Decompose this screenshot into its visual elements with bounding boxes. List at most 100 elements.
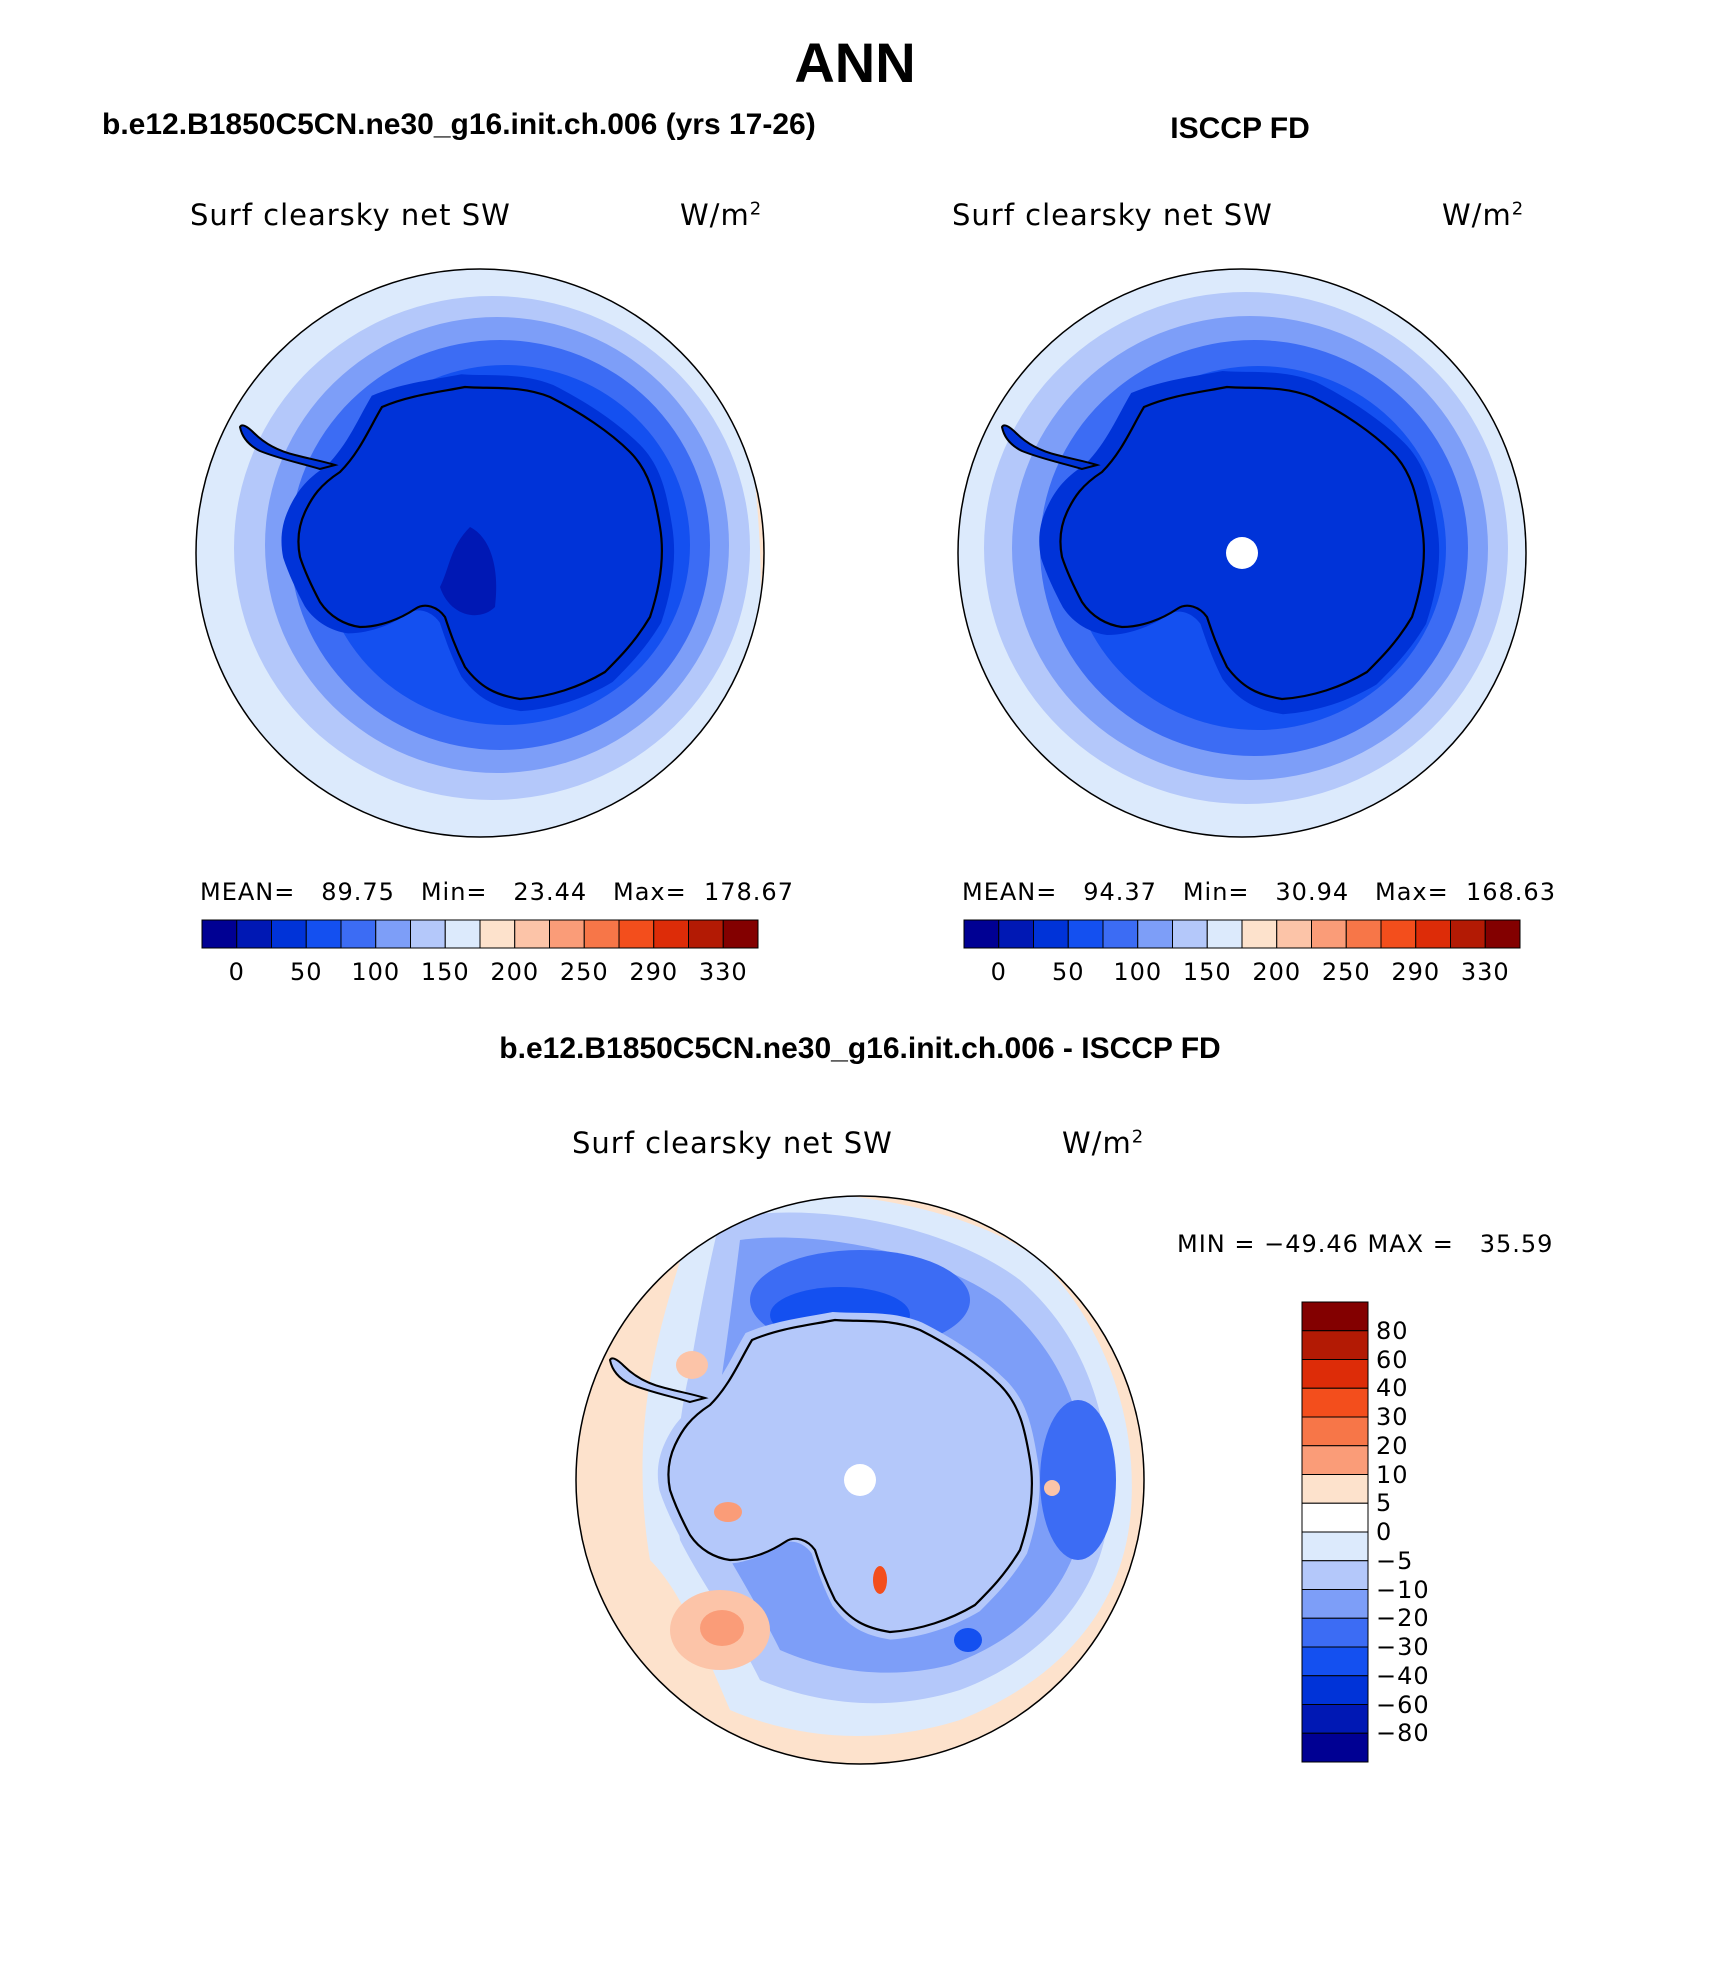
colorbar-swatch [1301, 1704, 1369, 1734]
colorbar-swatch [271, 919, 307, 949]
colorbar-tick-label: 150 [420, 958, 470, 986]
colorbar-swatch [1301, 1474, 1369, 1504]
colorbar-swatch [236, 919, 272, 949]
colorbar-swatch [1301, 1301, 1369, 1332]
colorbar-swatch [688, 919, 724, 949]
colorbar-tick-label: −30 [1376, 1633, 1430, 1661]
colorbar-tick-label: 330 [1460, 958, 1510, 986]
colorbar-swatch [618, 919, 655, 949]
colorbar-swatch [583, 919, 620, 949]
colorbar-swatch [549, 919, 585, 949]
colorbar-swatch [1380, 919, 1417, 949]
colorbar-tick-label: 10 [1376, 1460, 1409, 1489]
colorbar-swatch [1345, 919, 1382, 949]
map-diff [576, 1196, 1144, 1764]
map-diff-boundary [575, 1195, 1145, 1765]
colorbar-swatch [444, 919, 481, 949]
colorbar-tick-label: −60 [1376, 1690, 1430, 1719]
colorbar-tick-label: 100 [351, 958, 401, 986]
colorbar-tick-label: 50 [289, 958, 323, 986]
colorbar-swatch [1301, 1589, 1369, 1619]
panel-obs-title: ISCCP FD [1170, 112, 1310, 145]
colorbar-tick-label: 0 [1376, 1518, 1393, 1546]
colorbar-tick-label: 0 [990, 958, 1007, 986]
colorbar-swatch [1301, 1617, 1369, 1648]
colorbar-tick-label: 330 [698, 958, 748, 986]
colorbar-tick-label: 40 [1376, 1374, 1409, 1403]
colorbar-tick-label: 200 [1252, 958, 1302, 986]
colorbar-swatch [1301, 1646, 1369, 1677]
colorbar-swatch [410, 919, 446, 949]
colorbar-tick-label: 60 [1376, 1345, 1409, 1374]
panel-obs-stats: MEAN= 94.37 Min= 30.94 Max= 168.63 [962, 878, 1556, 906]
panel-model-stats: MEAN= 89.75 Min= 23.44 Max= 178.67 [200, 878, 794, 906]
colorbar-tick-label: 200 [490, 958, 540, 986]
colorbar-swatch [479, 919, 516, 949]
colorbar-tick-label: −80 [1376, 1719, 1430, 1748]
colorbar-tick-label: 80 [1376, 1316, 1409, 1345]
colorbar-swatch [1301, 1732, 1369, 1763]
panel-obs-variable: Surf clearsky net SW [952, 198, 1273, 232]
colorbar-diff [1301, 1301, 1369, 1763]
colorbar-swatch [1067, 919, 1104, 949]
colorbar-swatch [375, 919, 411, 949]
colorbar-swatch [998, 919, 1034, 949]
colorbar-swatch [1102, 919, 1139, 949]
colorbar-tick-label: 290 [1391, 958, 1441, 986]
colorbar-tick-label: 250 [559, 958, 609, 986]
colorbar-swatch [305, 919, 342, 949]
colorbar-tick-label: 30 [1376, 1403, 1409, 1431]
diff-panel-variable: Surf clearsky net SW [572, 1126, 893, 1160]
colorbar-swatch [1301, 1416, 1369, 1447]
colorbar-swatch [1415, 919, 1451, 949]
colorbar-swatch [1033, 919, 1069, 949]
colorbar-swatch [1484, 919, 1521, 949]
colorbar-tick-label: 0 [228, 958, 245, 986]
colorbar-swatch [1301, 1502, 1369, 1533]
colorbar-obs [963, 919, 1521, 949]
panel-model-title: b.e12.B1850C5CN.ne30_g16.init.ch.006 (yr… [102, 108, 816, 141]
colorbar-swatch [653, 919, 689, 949]
colorbar-swatch [1137, 919, 1173, 949]
colorbar-swatch [340, 919, 377, 949]
colorbar-swatch [1301, 1675, 1369, 1705]
colorbar-swatch [201, 919, 238, 949]
colorbar-tick-label: −10 [1376, 1575, 1430, 1604]
colorbar-swatch [1241, 919, 1278, 949]
map-model-boundary [195, 268, 765, 838]
colorbar-swatch [1206, 919, 1243, 949]
colorbar-swatch [1450, 919, 1486, 949]
colorbar-swatch [1301, 1387, 1369, 1418]
map-obs-boundary [957, 268, 1527, 838]
colorbar-swatch [1276, 919, 1312, 949]
panel-model-variable: Surf clearsky net SW [190, 198, 511, 232]
colorbar-model [201, 919, 759, 949]
diff-panel-title: b.e12.B1850C5CN.ne30_g16.init.ch.006 - I… [499, 1032, 1221, 1065]
map-model [196, 269, 764, 837]
colorbar-swatch [1301, 1330, 1369, 1360]
colorbar-tick-label: 290 [629, 958, 679, 986]
main-title: ANN [794, 31, 916, 94]
colorbar-swatch [1301, 1531, 1369, 1562]
colorbar-swatch [1172, 919, 1208, 949]
colorbar-tick-label: 50 [1051, 958, 1085, 986]
colorbar-swatch [963, 919, 1000, 949]
colorbar-swatch [1301, 1445, 1369, 1475]
panel-model-units: W/m2 [680, 198, 763, 232]
colorbar-swatch [1301, 1560, 1369, 1590]
colorbar-tick-label: −20 [1376, 1604, 1430, 1633]
colorbar-tick-label: 150 [1182, 958, 1232, 986]
colorbar-tick-label: −40 [1376, 1661, 1430, 1690]
colorbar-tick-label: 5 [1376, 1489, 1393, 1518]
colorbar-swatch [722, 919, 759, 949]
panel-obs-units: W/m2 [1442, 198, 1525, 232]
map-obs [958, 269, 1526, 837]
colorbar-tick-label: 20 [1376, 1431, 1409, 1460]
colorbar-tick-label: −5 [1376, 1546, 1414, 1575]
colorbar-tick-label: 100 [1113, 958, 1163, 986]
colorbar-swatch [514, 919, 550, 949]
colorbar-swatch [1311, 919, 1347, 949]
diff-panel-units: W/m2 [1062, 1126, 1145, 1160]
colorbar-swatch [1301, 1359, 1369, 1389]
